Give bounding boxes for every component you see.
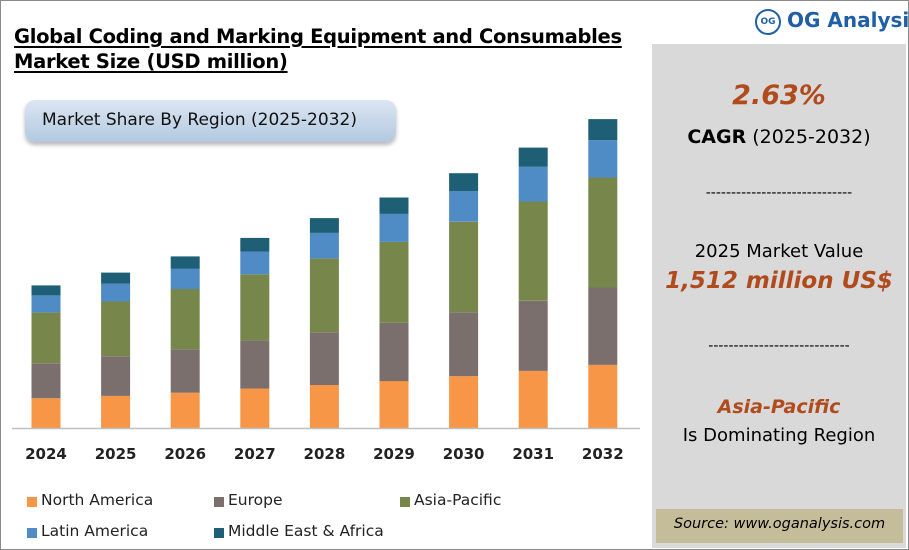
bar-2032-latin-america [588, 140, 618, 178]
x-tick-label-2024: 2024 [25, 445, 67, 463]
bar-2028-europe [309, 332, 339, 385]
bar-2031-north-america [518, 370, 548, 428]
bar-2025-europe [101, 356, 131, 396]
legend-swatch-europe [214, 497, 224, 507]
bar-2027-middle-east-africa [240, 237, 270, 252]
legend-swatch-middle-east-africa [214, 528, 224, 538]
bar-2030-middle-east-africa [449, 173, 479, 191]
x-tick-label-2030: 2030 [443, 445, 485, 463]
legend-label-asia-pacific: Asia-Pacific [414, 491, 502, 509]
legend-swatch-asia-pacific [400, 497, 410, 507]
bar-2029-europe [379, 322, 409, 382]
bar-2032-asia-pacific [588, 177, 618, 288]
region-share-label: Market Share By Region (2025-2032) [42, 110, 357, 130]
cagr-label-period: (2025-2032) [746, 126, 871, 148]
cagr-value: 2.63% [732, 80, 826, 111]
market-value: 1,512 million US$ [665, 268, 893, 294]
bar-2026-europe [170, 349, 200, 393]
bar-2025-latin-america [101, 283, 131, 302]
bar-2024-north-america [31, 398, 61, 428]
legend-label-latin-america: Latin America [41, 522, 149, 540]
bar-2032-europe [588, 287, 618, 365]
x-tick-label-2031: 2031 [512, 445, 554, 463]
bar-2031-latin-america [518, 166, 548, 202]
cagr-label-bold: CAGR [687, 126, 747, 148]
legend-swatch-latin-america [27, 528, 37, 538]
bar-2030-latin-america [449, 190, 479, 222]
legend-swatch-north-america [27, 497, 37, 507]
bar-2028-asia-pacific [309, 258, 339, 333]
bar-2027-europe [240, 340, 270, 389]
cagr-label: CAGR (2025-2032) [652, 126, 906, 148]
bar-2027-north-america [240, 388, 270, 428]
bar-2029-latin-america [379, 213, 409, 242]
x-tick-label-2027: 2027 [234, 445, 276, 463]
bar-2026-asia-pacific [170, 289, 200, 350]
bar-2029-middle-east-africa [379, 197, 409, 214]
legend-label-europe: Europe [228, 491, 283, 509]
bar-2028-middle-east-africa [309, 218, 339, 233]
bar-2024-asia-pacific [31, 312, 61, 364]
region-share-box [25, 100, 396, 142]
bar-2025-north-america [101, 395, 131, 428]
dominating-label: Is Dominating Region [682, 425, 876, 446]
bar-2031-asia-pacific [518, 201, 548, 301]
bar-2025-asia-pacific [101, 301, 131, 357]
logo-text: OG Analysis [787, 8, 909, 32]
bar-2026-north-america [170, 392, 200, 428]
dominating-region: Asia-Pacific [717, 396, 841, 418]
x-tick-label-2029: 2029 [373, 445, 415, 463]
divider-2: ---------------------------- [708, 338, 850, 354]
x-tick-label-2028: 2028 [304, 445, 346, 463]
bar-2029-north-america [379, 381, 409, 428]
bar-2024-latin-america [31, 295, 61, 313]
divider-1: ----------------------------- [705, 185, 853, 201]
x-tick-label-2025: 2025 [95, 445, 137, 463]
bar-2030-europe [449, 312, 479, 377]
og-analysis-logo: OG OG Analysis [755, 8, 909, 38]
bar-2026-latin-america [170, 268, 200, 289]
bar-2031-middle-east-africa [518, 147, 548, 167]
bar-2026-middle-east-africa [170, 256, 200, 269]
market-value-label: 2025 Market Value [694, 241, 864, 262]
bar-2029-asia-pacific [379, 241, 409, 323]
bar-2024-middle-east-africa [31, 285, 61, 296]
bar-2028-latin-america [309, 232, 339, 259]
bar-2032-north-america [588, 364, 618, 428]
legend-label-middle-east-africa: Middle East & Africa [228, 522, 384, 540]
legend-label-north-america: North America [41, 491, 154, 509]
x-tick-label-2032: 2032 [582, 445, 624, 463]
x-tick-label-2026: 2026 [164, 445, 206, 463]
bar-2030-north-america [449, 376, 479, 428]
bar-2031-europe [518, 300, 548, 371]
summary-panel [652, 4, 906, 548]
bar-2028-north-america [309, 385, 339, 428]
bar-2024-europe [31, 363, 61, 399]
source-link[interactable]: Source: www.oganalysis.com [673, 516, 886, 532]
bar-2030-asia-pacific [449, 221, 479, 313]
logo-mark-icon: OG [755, 9, 781, 35]
bar-2032-middle-east-africa [588, 119, 618, 141]
source-box [656, 509, 903, 543]
bar-2025-middle-east-africa [101, 272, 131, 284]
stacked-bar-chart: 2024 2025 2026 2027 2028 2029 2030 2031 2032 [12, 119, 640, 463]
bar-2027-asia-pacific [240, 274, 270, 341]
bar-2027-latin-america [240, 251, 270, 275]
chart-title: Global Coding and Marking Equipment and … [14, 25, 622, 73]
